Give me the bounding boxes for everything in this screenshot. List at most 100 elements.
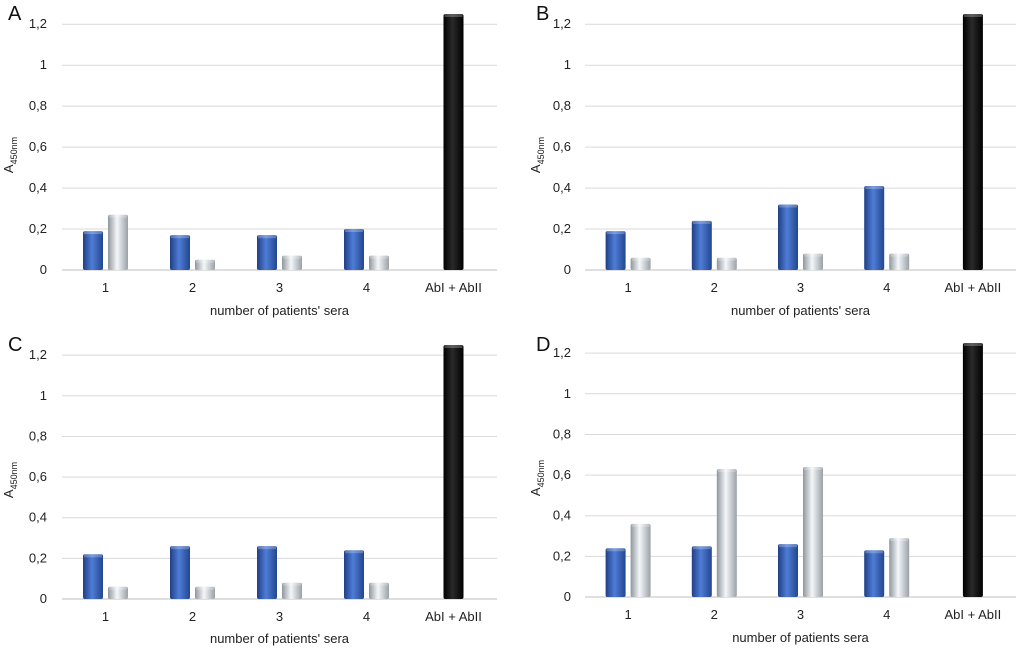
y-tick-label: 0,8 — [553, 98, 571, 113]
bar-cap — [692, 546, 711, 550]
bar-cap — [345, 550, 363, 554]
bar-cap — [345, 229, 363, 233]
bar-cap — [196, 586, 214, 590]
panel-letter: C — [8, 334, 22, 356]
bar-cap — [890, 538, 909, 542]
y-tick-label: 0,2 — [553, 548, 571, 563]
y-axis-label-main: A — [1, 164, 16, 173]
y-axis-label-sub: 450nm — [9, 462, 19, 490]
bar-blue-3 — [257, 546, 277, 599]
bar-cap — [804, 253, 822, 257]
x-tick-label: 2 — [189, 609, 196, 624]
bar-cap — [171, 546, 189, 550]
bar-cap — [631, 257, 650, 261]
bar-silver-4 — [889, 538, 910, 597]
y-tick-label: 0,8 — [29, 428, 47, 443]
bar-cap — [606, 231, 625, 235]
x-tick-label: 1 — [102, 609, 109, 624]
y-tick-label: 1,2 — [553, 345, 571, 360]
bar-blue-1 — [83, 231, 103, 270]
x-tick-label: 1 — [624, 280, 631, 295]
x-axis-label: number of patients' sera — [210, 631, 350, 646]
bar-cap — [258, 235, 276, 239]
y-axis-label: A450nm — [1, 137, 19, 173]
x-tick-label: 2 — [711, 280, 718, 295]
bar-blue-4 — [344, 229, 364, 270]
bar-cap — [717, 468, 736, 472]
y-tick-label: 1 — [564, 386, 571, 401]
bar-black-5 — [962, 14, 983, 270]
y-tick-label: 0,8 — [553, 426, 571, 441]
x-tick-label: 2 — [711, 607, 718, 622]
bar-cap — [370, 255, 388, 259]
bar-cap — [865, 550, 884, 554]
bar-silver-1 — [108, 586, 128, 599]
x-tick-label: AbI + AbII — [945, 607, 1002, 622]
x-tick-label: 3 — [276, 280, 283, 295]
bar-blue-2 — [170, 235, 190, 270]
bar-cap — [963, 14, 982, 17]
bar-cap — [779, 544, 797, 548]
bar-silver-2 — [195, 586, 215, 599]
x-tick-label: 3 — [797, 280, 804, 295]
bar-blue-1 — [83, 554, 103, 599]
y-tick-label: 1,2 — [553, 16, 571, 31]
x-tick-label: 4 — [883, 280, 890, 295]
bar-cap — [631, 523, 650, 527]
panel-c: C 0 0,2 0,4 0,6 0,8 1 1,2 A450nm 1 2 3 4 AbI + AbII nu… — [1, 334, 497, 646]
x-tick-label: AbI + AbII — [945, 280, 1002, 295]
bar-silver-2 — [195, 259, 215, 270]
y-tick-label: 0 — [40, 591, 47, 606]
bar-silver-2 — [716, 257, 737, 270]
bar-black-5 — [962, 343, 983, 597]
y-tick-label: 1 — [564, 57, 571, 72]
y-axis-label-sub: 450nm — [536, 460, 546, 488]
y-tick-label: 0,2 — [29, 550, 47, 565]
y-tick-label: 1 — [40, 388, 47, 403]
x-axis-label: number of patients' sera — [210, 303, 350, 318]
bar-silver-3 — [282, 582, 302, 599]
panel-letter: D — [536, 334, 550, 356]
y-tick-label: 0,2 — [29, 221, 47, 236]
bar-blue-4 — [864, 186, 885, 270]
panel-letter: B — [536, 3, 549, 25]
bar-silver-4 — [369, 582, 389, 599]
y-axis-label-sub: 450nm — [9, 137, 19, 165]
bar-silver-3 — [803, 466, 823, 597]
y-axis-label-main: A — [528, 164, 543, 173]
bar-cap — [283, 255, 301, 259]
bar-cap — [606, 548, 625, 552]
bar-silver-4 — [889, 253, 910, 270]
bar-silver-1 — [108, 214, 128, 270]
x-axis-label: number of patients' sera — [731, 303, 871, 318]
x-tick-label: 4 — [363, 609, 370, 624]
y-tick-label: 0,6 — [29, 139, 47, 154]
bar-black-5 — [443, 14, 464, 270]
bar-silver-3 — [803, 253, 823, 270]
bar-blue-1 — [605, 548, 626, 597]
y-tick-label: 0,4 — [29, 180, 47, 195]
bar-cap — [717, 257, 736, 261]
y-axis-label-sub: 450nm — [536, 137, 546, 165]
x-tick-label: 3 — [797, 607, 804, 622]
bar-blue-1 — [605, 231, 626, 270]
bar-cap — [258, 546, 276, 550]
y-tick-label: 0 — [564, 589, 571, 604]
y-tick-label: 0 — [564, 262, 571, 277]
bar-cap — [804, 466, 822, 470]
bar-silver-1 — [630, 257, 651, 270]
x-axis-label: number of patients sera — [732, 630, 869, 645]
bar-blue-3 — [778, 204, 798, 270]
bar-blue-3 — [778, 544, 798, 597]
bar-cap — [370, 582, 388, 586]
bar-blue-2 — [170, 546, 190, 599]
bar-cap — [963, 343, 982, 346]
bar-cap — [109, 586, 127, 590]
bar-silver-1 — [630, 523, 651, 597]
bar-blue-4 — [864, 550, 885, 597]
y-tick-label: 0,2 — [553, 221, 571, 236]
bar-cap — [444, 345, 463, 348]
bar-cap — [779, 204, 797, 208]
x-tick-label: AbI + AbII — [425, 609, 482, 624]
